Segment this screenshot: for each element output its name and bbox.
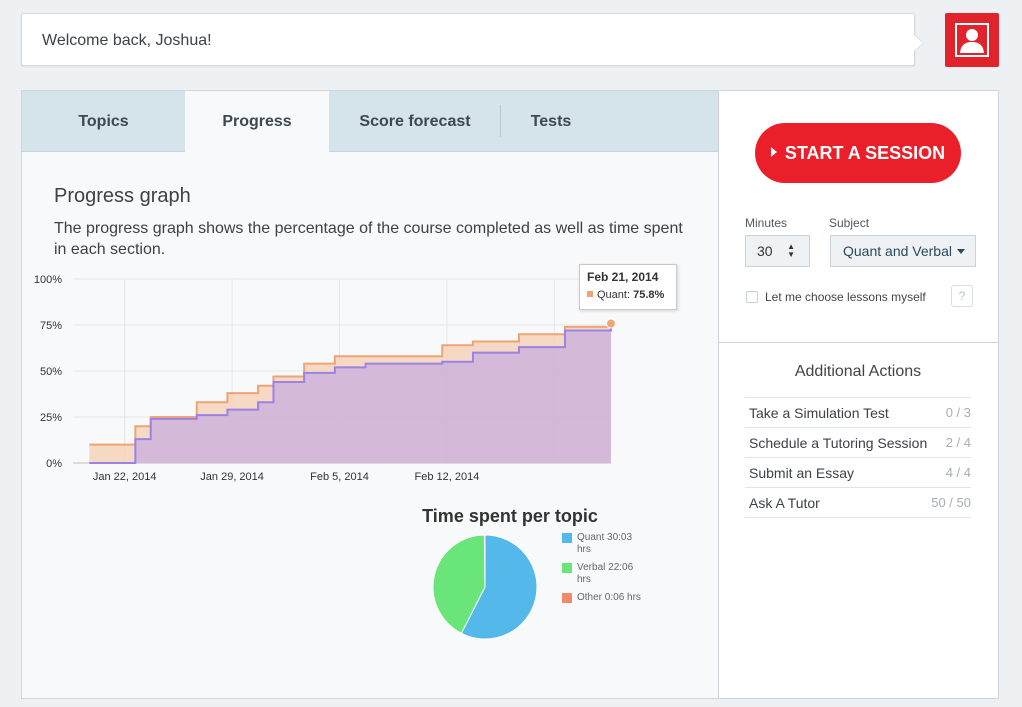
action-ask-tutor[interactable]: Ask A Tutor 50 / 50: [745, 488, 971, 518]
action-label: Submit an Essay: [749, 465, 855, 481]
x-tick-label: Jan 29, 2014: [200, 471, 264, 483]
series-area-quant: [89, 323, 612, 463]
tooltip-value: 75.8%: [633, 289, 665, 301]
series-line-quant: [89, 323, 612, 464]
action-label: Ask A Tutor: [749, 495, 820, 511]
y-tick-label: 50%: [40, 366, 62, 378]
action-submit-essay[interactable]: Submit an Essay 4 / 4: [745, 458, 971, 488]
legend-label-verbal: Verbal 22:06 hrs: [577, 562, 634, 585]
pie-slice-other[interactable]: [483, 534, 486, 588]
user-silhouette-icon: [955, 23, 989, 57]
choose-lessons-checkbox[interactable]: [746, 291, 758, 303]
action-count: 4 / 4: [945, 465, 971, 480]
action-count: 50 / 50: [931, 495, 971, 510]
highlight-point: [606, 318, 616, 329]
minutes-value: 30: [757, 243, 773, 259]
tab-separator: [500, 105, 501, 137]
pie-slice-verbal[interactable]: [432, 534, 486, 634]
legend-swatch-other: [562, 593, 572, 603]
user-avatar-button[interactable]: [945, 13, 999, 67]
pie-legend: Quant 30:03 hrs Verbal 22:06 hrs Other 0…: [562, 532, 642, 610]
minutes-stepper[interactable]: 30 ▲ ▼: [745, 235, 810, 267]
legend-label-other: Other 0:06 hrs: [577, 592, 641, 603]
y-tick-label: 75%: [40, 320, 62, 332]
tab-progress[interactable]: Progress: [185, 91, 329, 153]
session-panel: START A SESSION Minutes Subject 30 ▲ ▼ Qu…: [719, 91, 998, 698]
action-label: Schedule a Tutoring Session: [749, 435, 928, 451]
x-tick-label: Feb 12, 2014: [414, 471, 479, 483]
additional-actions-title: Additional Actions: [794, 363, 922, 380]
tooltip-date: Feb 21, 2014: [587, 270, 659, 284]
y-tick-label: 0%: [46, 458, 62, 470]
help-icon[interactable]: ?: [951, 285, 973, 307]
legend-item-quant[interactable]: Quant 30:03 hrs: [562, 532, 642, 556]
action-simulation-test[interactable]: Take a Simulation Test 0 / 3: [745, 398, 971, 428]
legend-item-verbal[interactable]: Verbal 22:06 hrs: [562, 562, 642, 586]
subject-label: Subject: [829, 216, 870, 230]
tab-tests[interactable]: Tests: [530, 113, 572, 130]
dashboard-card: Topics Progress Score forecast Tests Pro…: [21, 90, 999, 699]
section-divider: [719, 342, 998, 343]
tab-topics[interactable]: Topics: [78, 113, 129, 130]
progress-graph-description: The progress graph shows the percentage …: [54, 220, 683, 258]
progress-area-chart: 0% 25% 50% 75% 100% Jan 22, 2014 Jan 29, 2014 F…: [34, 274, 616, 483]
tooltip-series: Quant:: [597, 289, 631, 301]
start-session-button[interactable]: START A SESSION: [755, 123, 961, 183]
legend-swatch-verbal: [562, 563, 572, 573]
time-per-topic-pie-chart: [432, 534, 538, 640]
progress-panel: Topics Progress Score forecast Tests Pro…: [22, 91, 719, 698]
legend-swatch-quant: [562, 533, 572, 543]
tab-bar: Topics Progress Score forecast Tests: [22, 91, 718, 153]
choose-lessons-label[interactable]: Let me choose lessons myself: [765, 290, 926, 304]
pie-slice-quant[interactable]: [460, 534, 538, 640]
start-session-label: START A SESSION: [784, 143, 946, 163]
action-count: 0 / 3: [945, 405, 971, 420]
action-count: 2 / 4: [945, 435, 971, 450]
x-tick-label: Feb 5, 2014: [310, 471, 369, 483]
chevron-down-icon: [957, 249, 965, 254]
action-label: Take a Simulation Test: [749, 405, 889, 421]
legend-item-other[interactable]: Other 0:06 hrs: [562, 592, 642, 604]
y-tick-label: 100%: [34, 274, 62, 286]
tooltip-series-swatch: [587, 291, 593, 297]
subject-value: Quant and Verbal: [843, 243, 952, 259]
action-tutoring-session[interactable]: Schedule a Tutoring Session 2 / 4: [745, 428, 971, 458]
tab-score-forecast[interactable]: Score forecast: [359, 113, 471, 130]
legend-label-quant: Quant 30:03 hrs: [577, 532, 633, 555]
chart-tooltip: Feb 21, 2014 Quant: 75.8%: [579, 264, 677, 310]
x-tick-label: Jan 22, 2014: [93, 471, 157, 483]
minutes-label: Minutes: [745, 216, 788, 230]
up-down-arrows-icon[interactable]: ▲ ▼: [787, 242, 795, 259]
progress-graph-title: Progress graph: [54, 185, 191, 207]
play-icon: [770, 147, 777, 157]
pie-chart-title: Time spent per topic: [422, 506, 598, 526]
welcome-text: Welcome back, Joshua!: [42, 32, 212, 49]
subject-select[interactable]: Quant and Verbal: [830, 235, 976, 267]
welcome-banner: Welcome back, Joshua!: [21, 13, 924, 66]
additional-actions-list: Take a Simulation Test 0 / 3 Schedule a T…: [745, 397, 971, 518]
y-tick-label: 25%: [40, 412, 62, 424]
